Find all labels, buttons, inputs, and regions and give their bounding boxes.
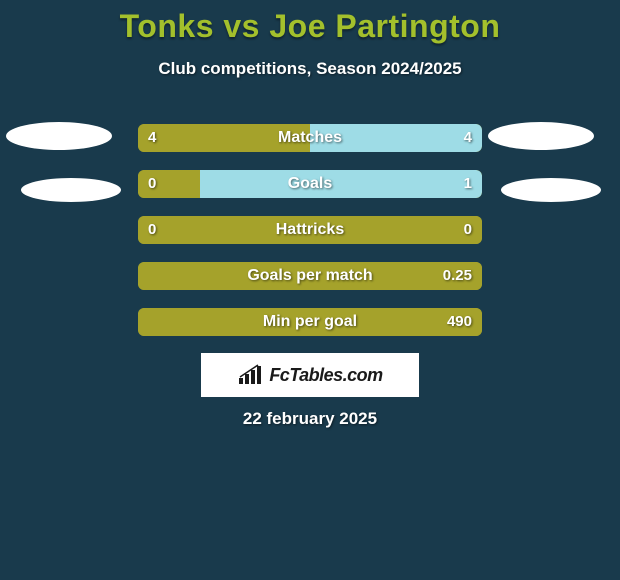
stat-value-left: 0 [148,170,156,198]
comparison-rows: Matches44Goals01Hattricks00Goals per mat… [138,124,482,354]
stat-value-right: 0.25 [443,262,472,290]
stat-label: Goals per match [138,262,482,290]
decorative-oval [488,122,594,150]
stat-value-right: 490 [447,308,472,336]
brand-bars-icon [237,364,265,386]
stat-label: Hattricks [138,216,482,244]
stat-value-left: 4 [148,124,156,152]
stat-row: Goals0 1 [138,170,482,198]
brand-box: FcTables.com [201,353,419,397]
stat-value-right: 4 [464,124,472,152]
stat-label: Goals [138,170,482,198]
stat-value-right: 1 [464,170,472,198]
stat-row: Goals per match0.25 [138,262,482,290]
subtitle: Club competitions, Season 2024/2025 [0,59,620,79]
stat-label: Min per goal [138,308,482,336]
decorative-oval [501,178,601,202]
stat-row: Matches4 4 [138,124,482,152]
stat-value-right: 0 [464,216,472,244]
brand-text: FcTables.com [269,365,382,386]
decorative-oval [6,122,112,150]
footer-date: 22 february 2025 [0,409,620,429]
stat-value-left: 0 [148,216,156,244]
stage: Tonks vs Joe Partington Club competition… [0,0,620,580]
page-title: Tonks vs Joe Partington [0,0,620,45]
stat-row: Hattricks0 0 [138,216,482,244]
decorative-oval [21,178,121,202]
stat-row: Min per goal490 [138,308,482,336]
stat-label: Matches [138,124,482,152]
